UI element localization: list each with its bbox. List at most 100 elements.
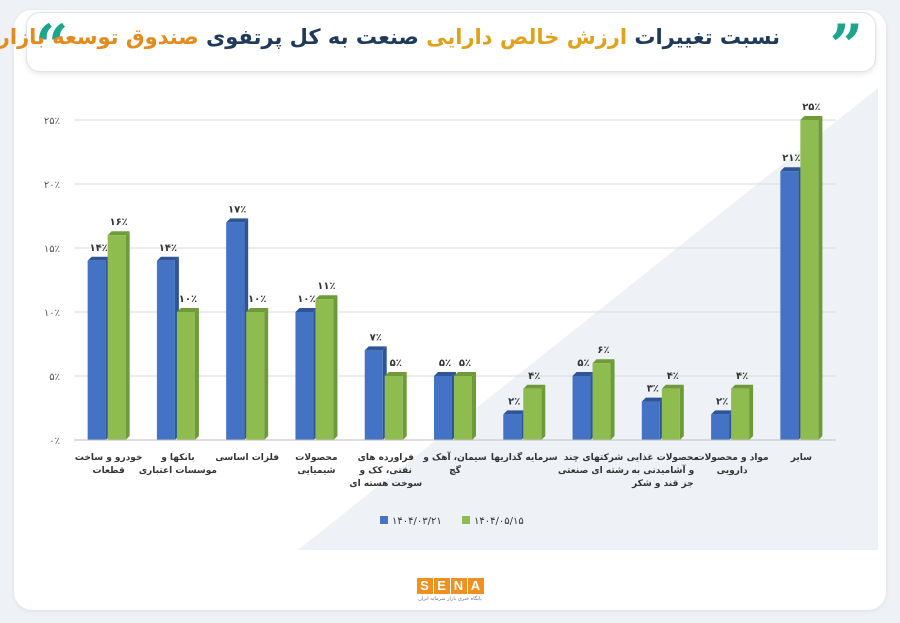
x-tick-label: خودرو و ساخت قطعات <box>75 453 143 476</box>
bar <box>661 388 680 440</box>
bar <box>800 120 819 440</box>
data-label: ۲۱٪ <box>782 153 800 164</box>
bar <box>226 222 245 440</box>
bar-top <box>384 372 407 376</box>
bar-side <box>749 384 754 440</box>
data-label: ۴٪ <box>736 371 748 382</box>
bar <box>503 414 522 440</box>
bar-top <box>176 308 199 312</box>
bar <box>780 171 799 440</box>
data-label: ۱۰٪ <box>248 294 266 305</box>
data-label: ۵٪ <box>459 358 471 369</box>
bar-top <box>364 346 387 351</box>
bar <box>731 388 750 440</box>
data-label: ۱۰٪ <box>297 294 315 305</box>
data-label: ۵٪ <box>390 358 402 369</box>
bar <box>711 414 730 440</box>
data-label: ۲۵٪ <box>802 102 820 113</box>
bar-top <box>711 410 734 415</box>
x-tick-label: محصولات شیمیایی <box>295 453 337 476</box>
bar-top <box>226 218 249 223</box>
data-label: ۱۴٪ <box>89 243 107 254</box>
logo-letter: E <box>433 578 450 594</box>
x-tick-label: سیمان، آهک و گچ <box>422 451 487 476</box>
data-label: ۵٪ <box>439 358 451 369</box>
bar-top <box>503 410 526 415</box>
bar-top <box>454 372 476 376</box>
quote-icon-left: “ <box>35 12 69 80</box>
title-highlight-2: صندوق توسعه بازار <box>0 25 199 49</box>
bar-top <box>156 256 179 261</box>
bar-top <box>780 167 803 172</box>
data-label: ۱۰٪ <box>179 294 197 305</box>
bar-side <box>264 308 269 440</box>
bar-top <box>434 372 456 376</box>
bar <box>454 376 472 440</box>
bar <box>246 312 265 440</box>
bar-top <box>107 231 130 236</box>
bar <box>384 376 403 440</box>
x-tick-label: محصولات غذایی و آشامیدنی به جز قند و شکر <box>627 453 699 489</box>
y-tick-label: ۱۵٪ <box>44 244 60 255</box>
data-label: ۶٪ <box>597 345 609 356</box>
y-tick-label: ۱۰٪ <box>44 308 60 319</box>
y-tick-label: ۵٪ <box>49 372 60 383</box>
x-tick-label: فراورده های نفتی، کک و سوخت هسته ای <box>349 453 422 489</box>
bar-top <box>315 295 338 300</box>
x-tick-label: مواد و محصولات دارویی <box>696 453 769 476</box>
legend-swatch <box>380 516 388 524</box>
bar-side <box>125 231 130 440</box>
bar-side <box>541 384 546 440</box>
logo-letter: A <box>467 578 484 594</box>
bar-top <box>87 256 110 261</box>
legend-label: ۱۴۰۴/۰۳/۲۱ <box>392 516 442 527</box>
bar <box>364 350 383 440</box>
data-label: ۱۶٪ <box>109 217 127 228</box>
bar-top <box>295 308 318 312</box>
data-label: ۳٪ <box>647 384 659 395</box>
bar-side <box>402 372 407 440</box>
bar-top <box>246 308 269 312</box>
bar-side <box>194 308 199 440</box>
bar-top <box>523 384 546 389</box>
bar-side <box>679 384 684 440</box>
title-part-1: نسبت تغییرات <box>627 25 780 49</box>
title-highlight-1: ارزش خالص دارایی <box>426 25 628 49</box>
x-tick-label: سایر <box>790 453 812 463</box>
bar-chart: ۰٪ ۵٪ ۱۰٪ ۱۵٪ ۲۰٪ ۲۵٪ ۱۴٪ ۱۶٪ خودرو و ساخت قطعات ۱… <box>44 88 878 550</box>
bar-top <box>731 384 754 389</box>
x-tick-label: بانکها و موسسات اعتباری <box>139 453 217 476</box>
bar <box>107 235 126 440</box>
bar <box>641 401 660 440</box>
logo-subtitle: پایگاه خبری بازار سرمایه ایران <box>418 596 482 602</box>
data-label: ۵٪ <box>577 358 589 369</box>
legend-label: ۱۴۰۴/۰۵/۱۵ <box>474 516 524 527</box>
bar-side <box>333 295 338 440</box>
sena-logo: S E N A پایگاه خبری بازار سرمایه ایران <box>414 578 486 610</box>
bar <box>434 376 452 440</box>
bar-top <box>572 372 595 376</box>
bar <box>176 312 195 440</box>
bar-top <box>641 397 664 402</box>
quote-icon-right: ” <box>829 12 863 80</box>
bar <box>592 363 611 440</box>
data-label: ۱۴٪ <box>159 243 177 254</box>
bar-top <box>661 384 684 389</box>
bar <box>156 260 175 440</box>
data-label: ۲٪ <box>508 396 520 407</box>
logo-letter: N <box>450 578 467 594</box>
chart-title: نسبت تغییرات ارزش خالص دارایی صنعت به کل… <box>0 25 780 49</box>
x-tick-label: فلزات اساسی <box>215 453 279 463</box>
data-label: ۴٪ <box>528 371 540 382</box>
y-tick-label: ۰٪ <box>49 436 60 447</box>
title-banner: “ نسبت تغییرات ارزش خالص دارایی صنعت به … <box>0 12 876 80</box>
logo-letter: S <box>416 578 433 594</box>
x-tick-label: شرکتهای چند رشته ای صنعتی <box>558 453 629 476</box>
data-label: ۱۷٪ <box>228 204 246 215</box>
bar-side <box>472 372 476 440</box>
bar-top <box>800 116 823 120</box>
data-label: ۲٪ <box>716 396 728 407</box>
bar-top <box>592 359 615 364</box>
bar-side <box>610 359 615 440</box>
bar <box>523 388 542 440</box>
